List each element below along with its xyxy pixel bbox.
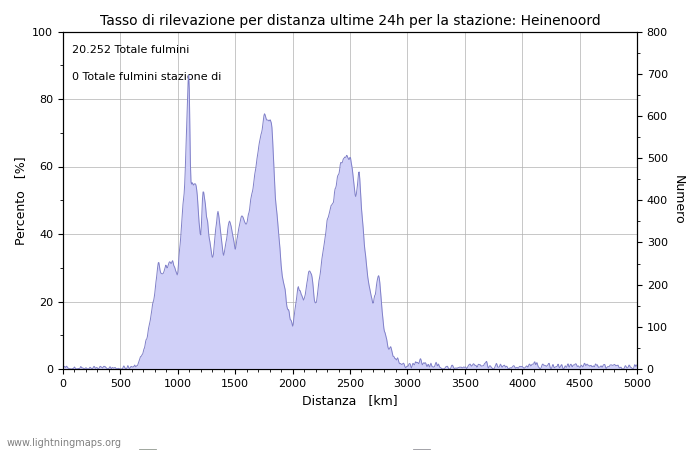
Text: 0 Totale fulmini stazione di: 0 Totale fulmini stazione di (71, 72, 221, 82)
Text: 20.252 Totale fulmini: 20.252 Totale fulmini (71, 45, 189, 55)
Text: www.lightningmaps.org: www.lightningmaps.org (7, 438, 122, 448)
X-axis label: Distanza   [km]: Distanza [km] (302, 394, 398, 407)
Y-axis label: Percento   [%]: Percento [%] (14, 156, 27, 244)
Y-axis label: Numero: Numero (671, 176, 685, 225)
Title: Tasso di rilevazione per distanza ultime 24h per la stazione: Heinenoord: Tasso di rilevazione per distanza ultime… (99, 14, 601, 27)
Legend: Tasso di rilevazione stazione Heinenoord, Numero totale fulmini: Tasso di rilevazione stazione Heinenoord… (134, 445, 566, 450)
